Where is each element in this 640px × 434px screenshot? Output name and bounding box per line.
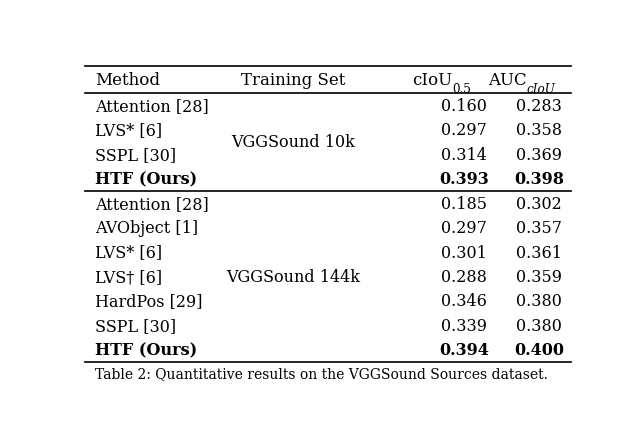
Text: 0.394: 0.394	[440, 342, 490, 358]
Text: LVS* [6]: LVS* [6]	[95, 244, 162, 261]
Text: 0.339: 0.339	[442, 317, 488, 334]
Text: cIoU: cIoU	[412, 72, 452, 89]
Text: 0.160: 0.160	[442, 98, 487, 115]
Text: cIoU: cIoU	[527, 82, 556, 95]
Text: Method: Method	[95, 72, 160, 89]
Text: 0.357: 0.357	[516, 220, 562, 237]
Text: 0.380: 0.380	[516, 293, 562, 310]
Text: 0.380: 0.380	[516, 317, 562, 334]
Text: 0.346: 0.346	[442, 293, 487, 310]
Text: HTF (Ours): HTF (Ours)	[95, 171, 197, 188]
Text: AVObject [1]: AVObject [1]	[95, 220, 198, 237]
Text: SSPL [30]: SSPL [30]	[95, 317, 176, 334]
Text: 0.393: 0.393	[440, 171, 489, 188]
Text: 0.369: 0.369	[516, 146, 562, 163]
Text: 0.297: 0.297	[442, 220, 487, 237]
Text: VGGSound 10k: VGGSound 10k	[231, 134, 355, 151]
Text: LVS* [6]: LVS* [6]	[95, 122, 162, 139]
Text: 0.400: 0.400	[514, 342, 564, 358]
Text: Attention [28]: Attention [28]	[95, 195, 209, 212]
Text: 0.302: 0.302	[516, 195, 562, 212]
Text: 0.185: 0.185	[442, 195, 488, 212]
Text: 0.297: 0.297	[442, 122, 487, 139]
Text: 0.398: 0.398	[514, 171, 564, 188]
Text: 0.5: 0.5	[452, 82, 472, 95]
Text: HardPos [29]: HardPos [29]	[95, 293, 202, 310]
Text: 0.283: 0.283	[516, 98, 562, 115]
Text: HTF (Ours): HTF (Ours)	[95, 342, 197, 358]
Text: 0.361: 0.361	[516, 244, 562, 261]
Text: Training Set: Training Set	[241, 72, 346, 89]
Text: 0.288: 0.288	[442, 268, 487, 285]
Text: 0.314: 0.314	[442, 146, 487, 163]
Text: Attention [28]: Attention [28]	[95, 98, 209, 115]
Text: Table 2: Quantitative results on the VGGSound Sources dataset.: Table 2: Quantitative results on the VGG…	[95, 366, 548, 380]
Text: SSPL [30]: SSPL [30]	[95, 146, 176, 163]
Text: 0.359: 0.359	[516, 268, 562, 285]
Text: LVS† [6]: LVS† [6]	[95, 268, 162, 285]
Text: VGGSound 144k: VGGSound 144k	[227, 268, 360, 285]
Text: AUC: AUC	[488, 72, 527, 89]
Text: 0.358: 0.358	[516, 122, 562, 139]
Text: 0.301: 0.301	[442, 244, 487, 261]
